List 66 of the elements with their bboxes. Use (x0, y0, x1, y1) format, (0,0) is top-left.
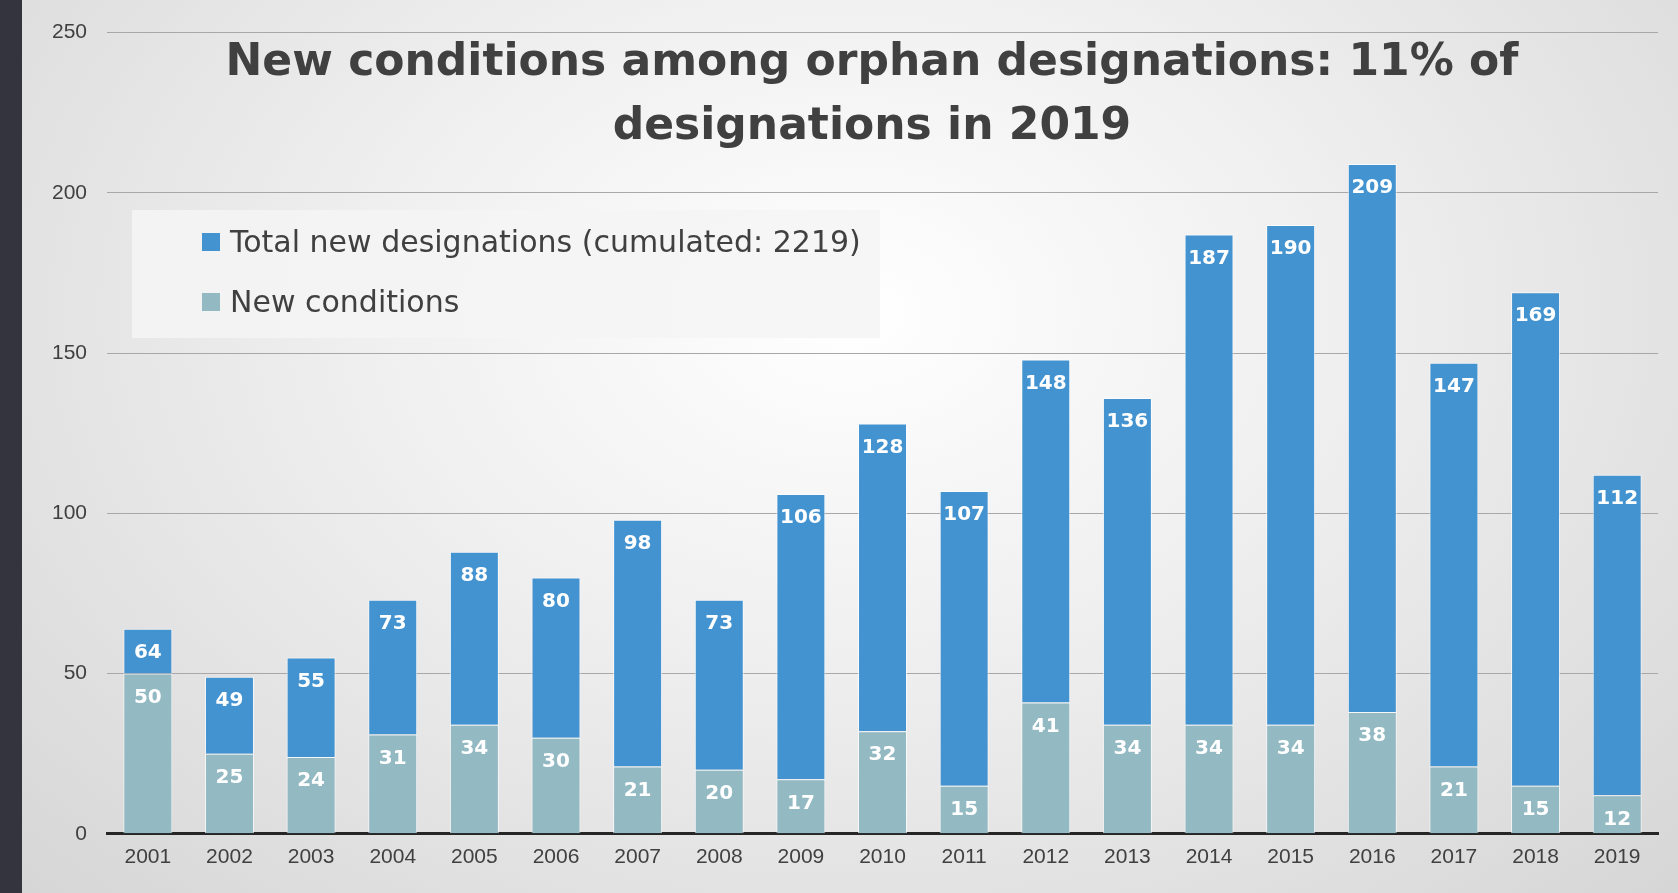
data-label: 34 (460, 735, 489, 760)
total-label: 88 (460, 561, 489, 586)
data-label: 34 (1276, 735, 1305, 760)
total-label: 73 (705, 610, 734, 635)
x-tick-label: 2008 (695, 844, 743, 868)
data-label: 38 (1358, 722, 1387, 747)
x-tick-label: 2012 (1022, 844, 1070, 868)
data-label: 34 (1113, 735, 1142, 760)
total-label: 64 (133, 638, 162, 663)
x-tick-label: 2004 (369, 844, 417, 868)
data-label: 50 (133, 683, 162, 708)
total-label: 107 (943, 501, 986, 526)
x-tick-label: 2014 (1185, 844, 1233, 868)
data-label: 21 (1440, 776, 1468, 801)
y-tick-label: 0 (75, 820, 88, 844)
total-label: 55 (297, 667, 326, 692)
data-label: 25 (215, 763, 244, 788)
x-tick-label: 2016 (1348, 844, 1396, 868)
total-label: 169 (1514, 302, 1557, 327)
text: New conditions among orphan designations: 11% of designations in 2019 (224, 33, 1520, 151)
total-label: 190 (1269, 235, 1312, 260)
total-label: 80 (542, 587, 570, 612)
y-tick-label: 150 (51, 339, 88, 363)
data-label: 24 (297, 767, 326, 792)
data-label: 21 (623, 776, 652, 801)
total-label: 209 (1351, 174, 1394, 199)
legend-label: Total new designations (cumulated: 2219) (230, 224, 861, 259)
total-label: 98 (623, 529, 652, 554)
total-label: 187 (1188, 244, 1230, 269)
data-label: 20 (705, 779, 734, 804)
x-tick-label: 2019 (1593, 844, 1641, 868)
y-tick-label: 50 (63, 660, 88, 684)
x-tick-label: 2018 (1512, 844, 1559, 868)
total-label: 136 (1106, 408, 1149, 433)
data-label: 30 (542, 747, 570, 772)
x-tick-label: 2006 (532, 844, 580, 868)
total-label: 148 (1024, 369, 1067, 394)
total-label: 112 (1596, 485, 1639, 510)
total-label: 73 (378, 610, 407, 635)
total-label: 147 (1433, 372, 1475, 397)
y-tick-label: 250 (51, 19, 88, 43)
x-tick-label: 2002 (206, 844, 253, 868)
data-label: 12 (1603, 805, 1632, 830)
data-label: 34 (1195, 735, 1223, 760)
x-tick-label: 2013 (1104, 844, 1151, 868)
y-tick-label: 200 (51, 179, 88, 203)
x-tick-label: 2003 (287, 844, 335, 868)
total-label: 128 (861, 433, 904, 458)
x-tick-label: 2010 (859, 844, 906, 868)
x-tick-label: 2005 (451, 844, 498, 868)
total-label: 106 (780, 504, 822, 529)
x-tick-label: 2001 (124, 844, 172, 868)
data-label: 32 (868, 741, 897, 766)
x-tick-label: 2007 (614, 844, 661, 868)
data-label: 17 (786, 789, 815, 814)
data-label: 15 (1521, 795, 1550, 820)
y-tick-label: 100 (51, 500, 88, 524)
x-tick-label: 2009 (777, 844, 825, 868)
x-tick-label: 2017 (1430, 844, 1478, 868)
data-label: 15 (950, 795, 979, 820)
data-label: 31 (378, 744, 407, 769)
x-tick-label: 2011 (941, 844, 987, 868)
total-label: 49 (215, 686, 244, 711)
x-tick-label: 2015 (1267, 844, 1315, 868)
legend-label: New conditions (230, 284, 460, 319)
data-label: 41 (1031, 712, 1060, 737)
